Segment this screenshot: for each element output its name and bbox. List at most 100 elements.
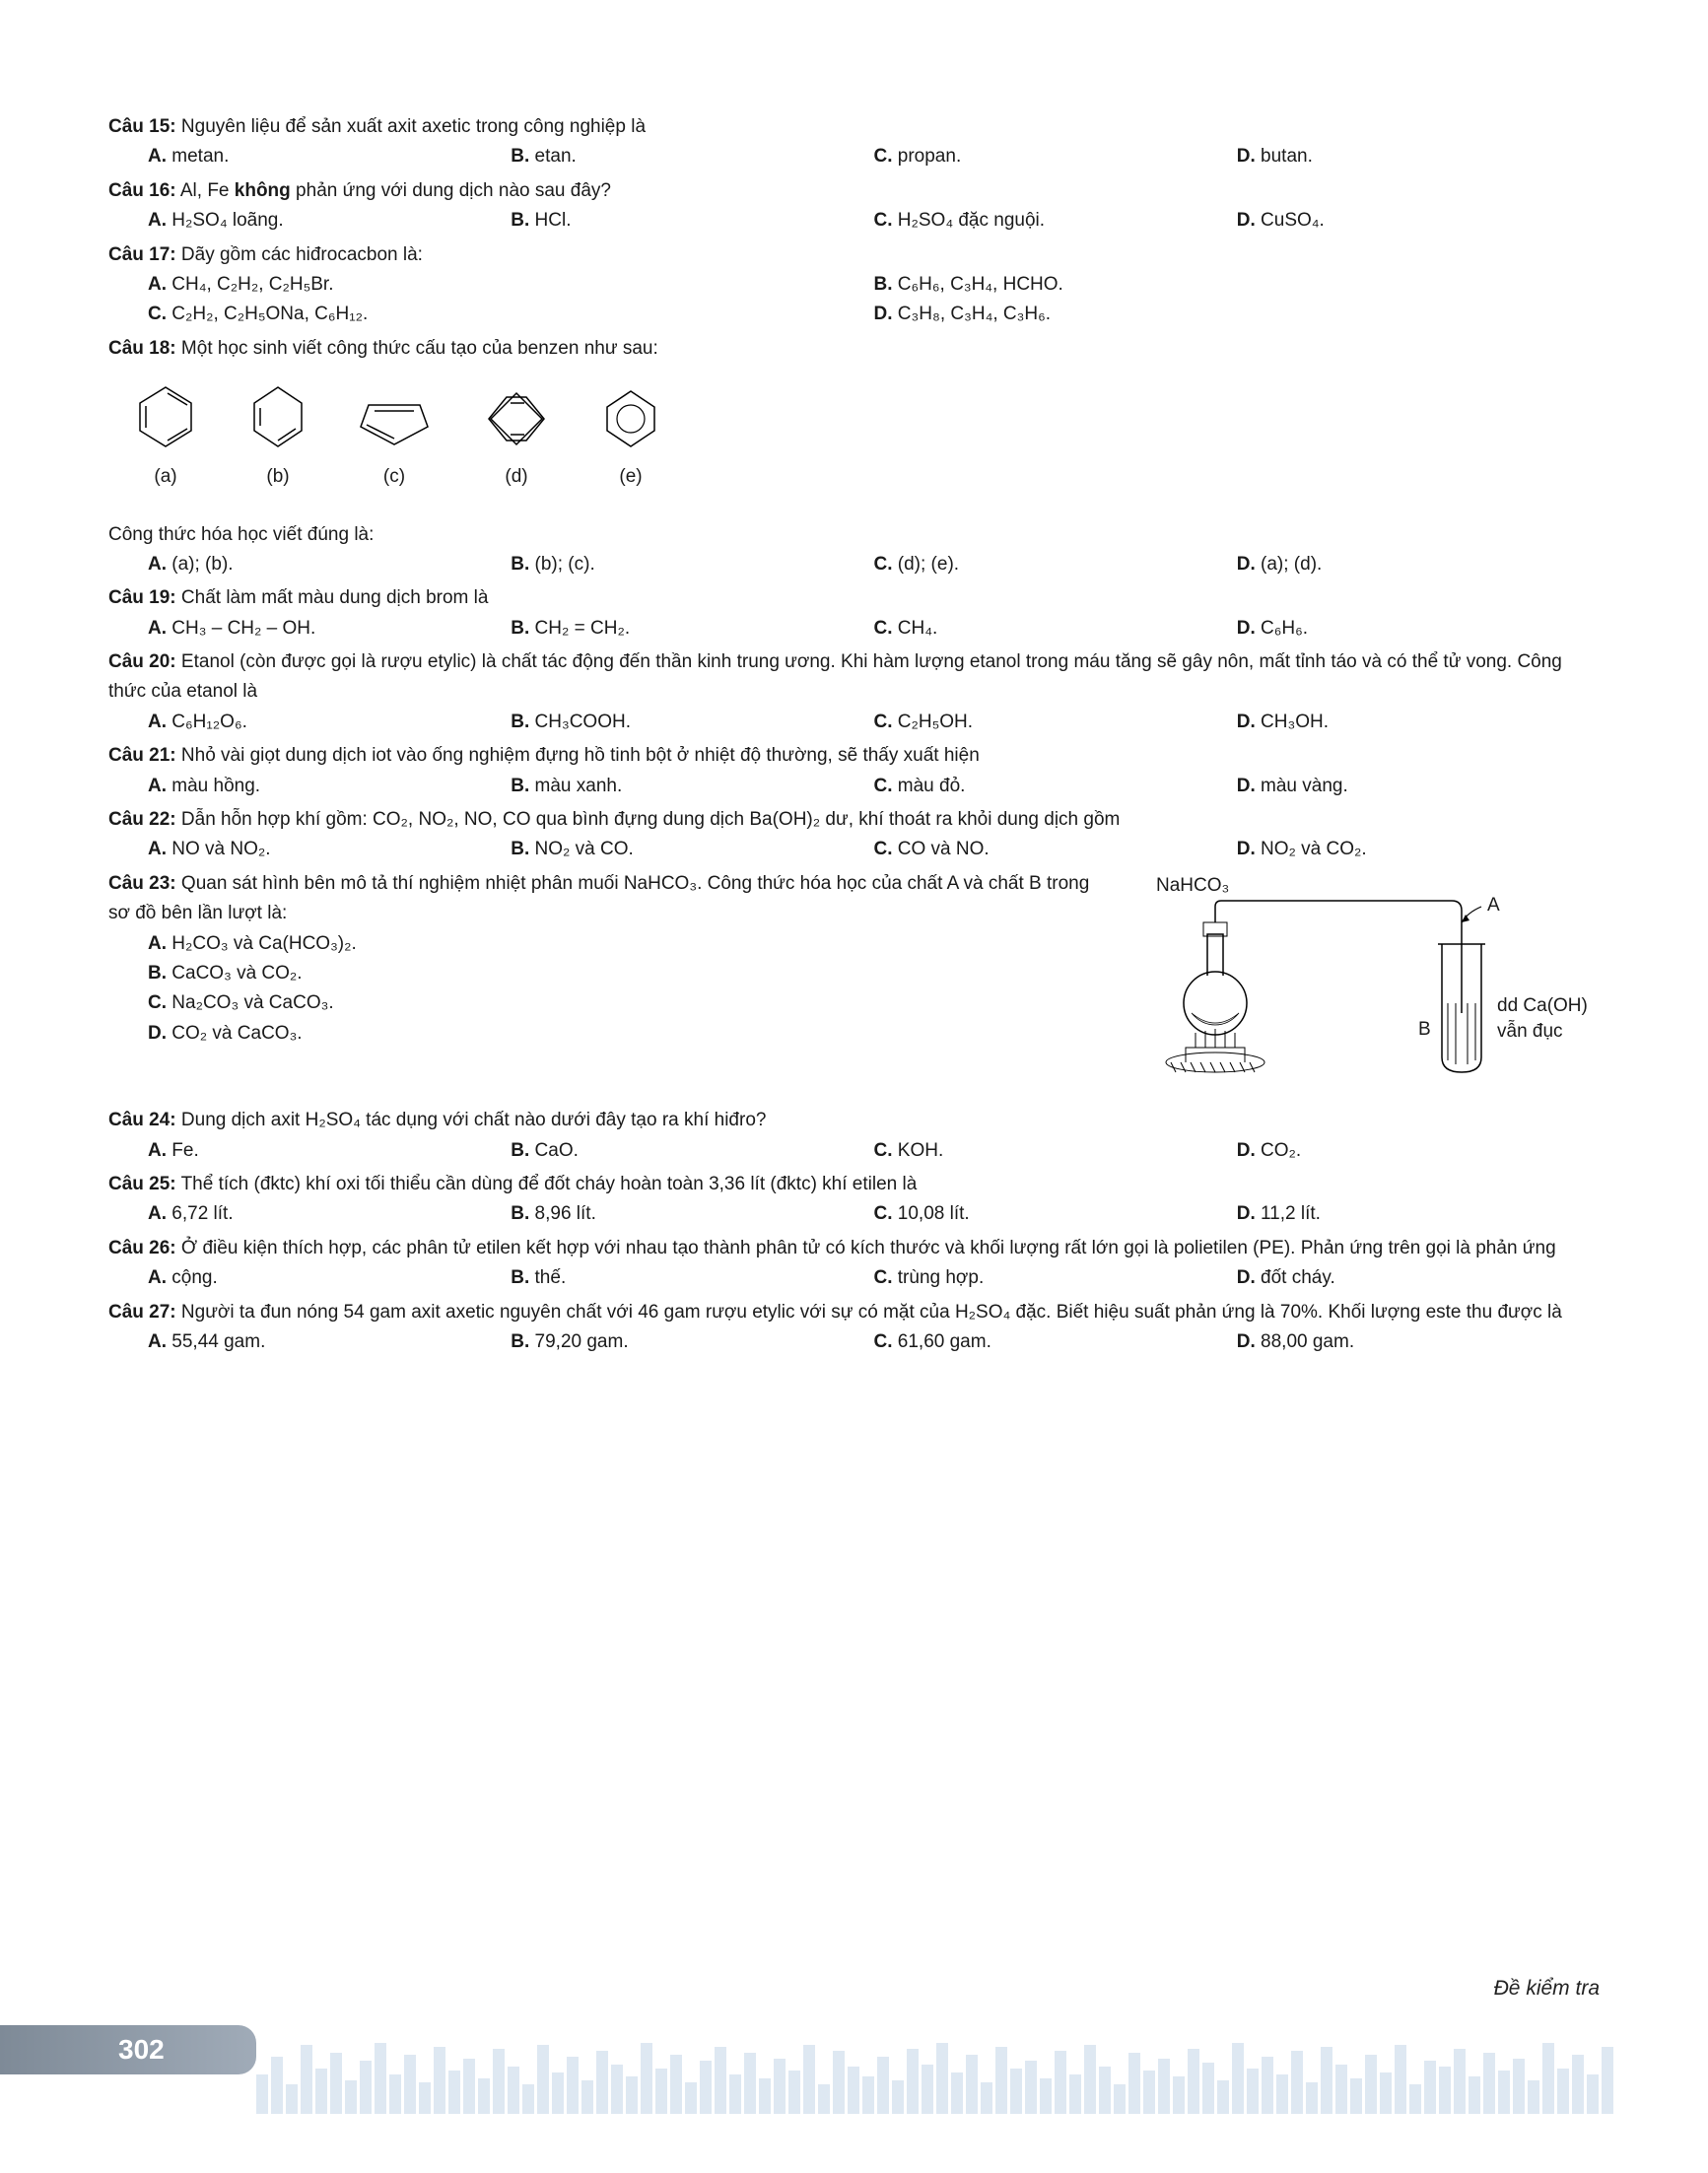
q19-A: A. CH₃ – CH₂ – OH. <box>148 614 511 644</box>
q20-opts: A. C₆H₁₂O₆. B. CH₃COOH. C. C₂H₅OH. D. CH… <box>108 708 1600 737</box>
q23-label: Câu 23: <box>108 873 176 894</box>
question-22: Câu 22: Dẫn hỗn hợp khí gồm: CO₂, NO₂, N… <box>108 805 1600 835</box>
q19-text: Chất làm mất màu dung dịch brom là <box>176 587 489 608</box>
q15-label: Câu 15: <box>108 116 176 137</box>
q26-text: Ở điều kiện thích hợp, các phân tử etile… <box>176 1238 1556 1258</box>
q23-B-label: B <box>1418 1015 1431 1045</box>
q27-D: D. 88,00 gam. <box>1237 1327 1600 1357</box>
q22-B: B. NO₂ và CO. <box>511 835 873 864</box>
q22-text: Dẫn hỗn hợp khí gồm: CO₂, NO₂, NO, CO qu… <box>176 809 1121 830</box>
q26-A: A. cộng. <box>148 1263 511 1293</box>
q27-B: B. 79,20 gam. <box>511 1327 873 1357</box>
question-21: Câu 21: Nhỏ vài giọt dung dịch iot vào ố… <box>108 741 1600 771</box>
q15-B: B. etan. <box>511 142 873 171</box>
q25-opts: A. 6,72 lít. B. 8,96 lít. C. 10,08 lít. … <box>108 1199 1600 1229</box>
q21-label: Câu 21: <box>108 745 176 766</box>
q21-A: A. màu hồng. <box>148 772 511 801</box>
q15-D: D. butan. <box>1237 142 1600 171</box>
q15-A: A. metan. <box>148 142 511 171</box>
q16-label: Câu 16: <box>108 180 176 201</box>
q23-text: Quan sát hình bên mô tả thí nghiệm nhiệt… <box>108 873 1089 923</box>
struct-a-label: (a) <box>154 466 176 487</box>
q19-C: C. CH₄. <box>874 614 1237 644</box>
q25-D: D. 11,2 lít. <box>1237 1199 1600 1229</box>
q21-B: B. màu xanh. <box>511 772 873 801</box>
q20-C: C. C₂H₅OH. <box>874 708 1237 737</box>
q16-A: A. H₂SO₄ loãng. <box>148 206 511 236</box>
q24-A: A. Fe. <box>148 1136 511 1166</box>
struct-b: (b) <box>248 381 307 492</box>
q17-D: D. C₃H₈, C₃H₄, C₃H₆. <box>874 300 1601 329</box>
q19-label: Câu 19: <box>108 587 176 608</box>
q20-text: Etanol (còn được gọi là rượu etylic) là … <box>108 651 1562 702</box>
q26-C: C. trùng hợp. <box>874 1263 1237 1293</box>
struct-c: (c) <box>357 389 432 492</box>
q24-D: D. CO₂. <box>1237 1136 1600 1166</box>
q20-B: B. CH₃COOH. <box>511 708 873 737</box>
q25-B: B. 8,96 lít. <box>511 1199 873 1229</box>
q25-C: C. 10,08 lít. <box>874 1199 1237 1229</box>
q17-label: Câu 17: <box>108 244 176 265</box>
q23-vanduc-label: vẫn đục <box>1497 1017 1563 1047</box>
q16-B: B. HCl. <box>511 206 873 236</box>
q16-opts: A. H₂SO₄ loãng. B. HCl. C. H₂SO₄ đặc ngu… <box>108 206 1600 236</box>
q18-after: Công thức hóa học viết đúng là: <box>108 520 1600 550</box>
q18-A: A. (a); (b). <box>148 550 511 579</box>
q27-opts: A. 55,44 gam. B. 79,20 gam. C. 61,60 gam… <box>108 1327 1600 1357</box>
q27-text: Người ta đun nóng 54 gam axit axetic ngu… <box>176 1302 1562 1323</box>
q21-text: Nhỏ vài giọt dung dịch iot vào ống nghiệ… <box>176 745 980 766</box>
q26-D: D. đốt cháy. <box>1237 1263 1600 1293</box>
question-15: Câu 15: Nguyên liệu để sản xuất axit axe… <box>108 112 1600 142</box>
q18-D: D. (a); (d). <box>1237 550 1600 579</box>
q22-label: Câu 22: <box>108 809 176 830</box>
q22-opts: A. NO và NO₂. B. NO₂ và CO. C. CO và NO.… <box>108 835 1600 864</box>
exam-page: Câu 15: Nguyên liệu để sản xuất axit axe… <box>0 0 1708 2173</box>
q27-label: Câu 27: <box>108 1302 176 1323</box>
q17-C: C. C₂H₂, C₂H₅ONa, C₆H₁₂. <box>148 300 874 329</box>
q18-label: Câu 18: <box>108 338 176 359</box>
q24-opts: A. Fe. B. CaO. C. KOH. D. CO₂. <box>108 1136 1600 1166</box>
q18-C: C. (d); (e). <box>874 550 1237 579</box>
question-23: Câu 23: Quan sát hình bên mô tả thí nghi… <box>108 865 1600 1102</box>
struct-e-label: (e) <box>619 466 642 487</box>
struct-c-label: (c) <box>383 466 405 487</box>
struct-b-label: (b) <box>266 466 289 487</box>
q23-nahco3-label: NaHCO₃ <box>1156 871 1229 901</box>
q18-text: Một học sinh viết công thức cấu tạo của … <box>176 338 658 359</box>
page-number: 302 <box>0 2025 256 2074</box>
q19-opts: A. CH₃ – CH₂ – OH. B. CH₂ = CH₂. C. CH₄.… <box>108 614 1600 644</box>
q23-D: D. CO₂ và CaCO₃. <box>108 1019 1107 1049</box>
q26-B: B. thế. <box>511 1263 873 1293</box>
q21-D: D. màu vàng. <box>1237 772 1600 801</box>
q24-text: Dung dịch axit H₂SO₄ tác dụng với chất n… <box>176 1110 767 1130</box>
q17-A: A. CH₄, C₂H₂, C₂H₅Br. <box>148 270 874 300</box>
q19-B: B. CH₂ = CH₂. <box>511 614 873 644</box>
q22-D: D. NO₂ và CO₂. <box>1237 835 1600 864</box>
question-20: Câu 20: Etanol (còn được gọi là rượu ety… <box>108 647 1600 708</box>
q18-opts: A. (a); (b). B. (b); (c). C. (d); (e). D… <box>108 550 1600 579</box>
q25-text: Thể tích (đktc) khí oxi tối thiểu cần dù… <box>176 1174 918 1194</box>
struct-d: (d) <box>481 385 552 492</box>
footer-label: Đề kiểm tra <box>1494 1972 1600 2005</box>
q21-C: C. màu đỏ. <box>874 772 1237 801</box>
q18-structures: (a) (b) (c) <box>108 364 1600 500</box>
q18-B: B. (b); (c). <box>511 550 873 579</box>
q16-D: D. CuSO₄. <box>1237 206 1600 236</box>
q26-label: Câu 26: <box>108 1238 176 1258</box>
q17-text: Dãy gồm các hiđrocacbon là: <box>176 244 423 265</box>
q22-A: A. NO và NO₂. <box>148 835 511 864</box>
q24-C: C. KOH. <box>874 1136 1237 1166</box>
q26-opts: A. cộng. B. thế. C. trùng hợp. D. đốt ch… <box>108 1263 1600 1293</box>
q17-B: B. C₆H₆, C₃H₄, HCHO. <box>874 270 1601 300</box>
q25-A: A. 6,72 lít. <box>148 1199 511 1229</box>
q21-opts: A. màu hồng. B. màu xanh. C. màu đỏ. D. … <box>108 772 1600 801</box>
question-19: Câu 19: Chất làm mất màu dung dịch brom … <box>108 583 1600 613</box>
question-27: Câu 27: Người ta đun nóng 54 gam axit ax… <box>108 1298 1600 1327</box>
struct-d-label: (d) <box>505 466 527 487</box>
q23-B: B. CaCO₃ và CO₂. <box>108 959 1107 988</box>
q27-A: A. 55,44 gam. <box>148 1327 511 1357</box>
q15-opts: A. metan. B. etan. C. propan. D. butan. <box>108 142 1600 171</box>
q16-post: phản ứng với dung dịch nào sau đây? <box>291 180 611 201</box>
struct-a: (a) <box>132 381 199 492</box>
q15-text: Nguyên liệu để sản xuất axit axetic tron… <box>176 116 646 137</box>
